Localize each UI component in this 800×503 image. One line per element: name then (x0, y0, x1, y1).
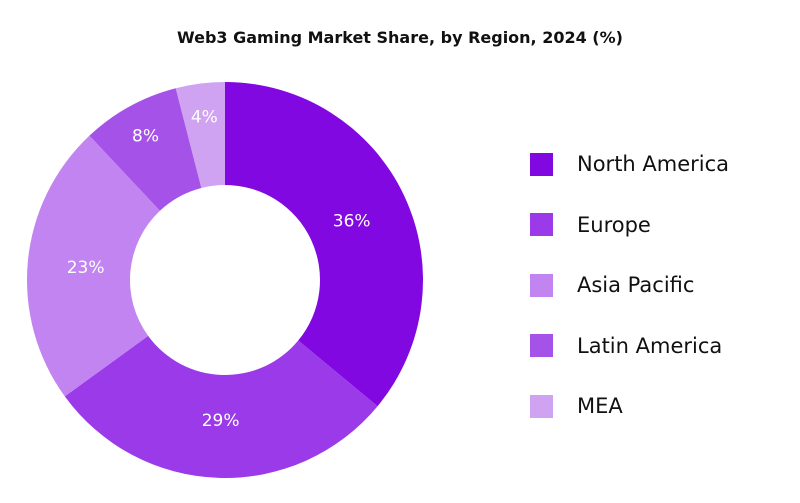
slice-asia-pacific (26, 135, 160, 397)
legend-label: North America (577, 152, 730, 177)
legend-swatch (530, 273, 553, 297)
legend-swatch (530, 152, 553, 176)
legend-label: Asia Pacific (577, 273, 695, 298)
legend-item: Latin America (530, 316, 729, 377)
data-label: 23% (67, 258, 105, 278)
legend-item: MEA (530, 376, 729, 437)
legend: North America Europe Asia Pacific Latin Ame… (530, 134, 729, 437)
data-label: 4% (191, 107, 218, 127)
slice-europe (64, 335, 378, 478)
legend-item: Asia Pacific (530, 255, 729, 316)
slice-mea (175, 82, 225, 188)
data-label: 8% (132, 126, 159, 146)
data-label: 36% (333, 211, 371, 231)
chart-title: Web3 Gaming Market Share, by Region, 202… (177, 28, 623, 47)
legend-swatch (530, 334, 553, 358)
legend-label: MEA (577, 394, 623, 419)
legend-item: Europe (530, 195, 729, 256)
data-label: 29% (202, 411, 240, 431)
legend-swatch (530, 394, 553, 418)
legend-label: Latin America (577, 333, 723, 358)
slice-north-america (225, 82, 423, 407)
legend-swatch (530, 213, 553, 237)
legend-item: North America (530, 134, 729, 195)
slice-latin-america (89, 88, 202, 211)
legend-label: Europe (577, 212, 651, 237)
